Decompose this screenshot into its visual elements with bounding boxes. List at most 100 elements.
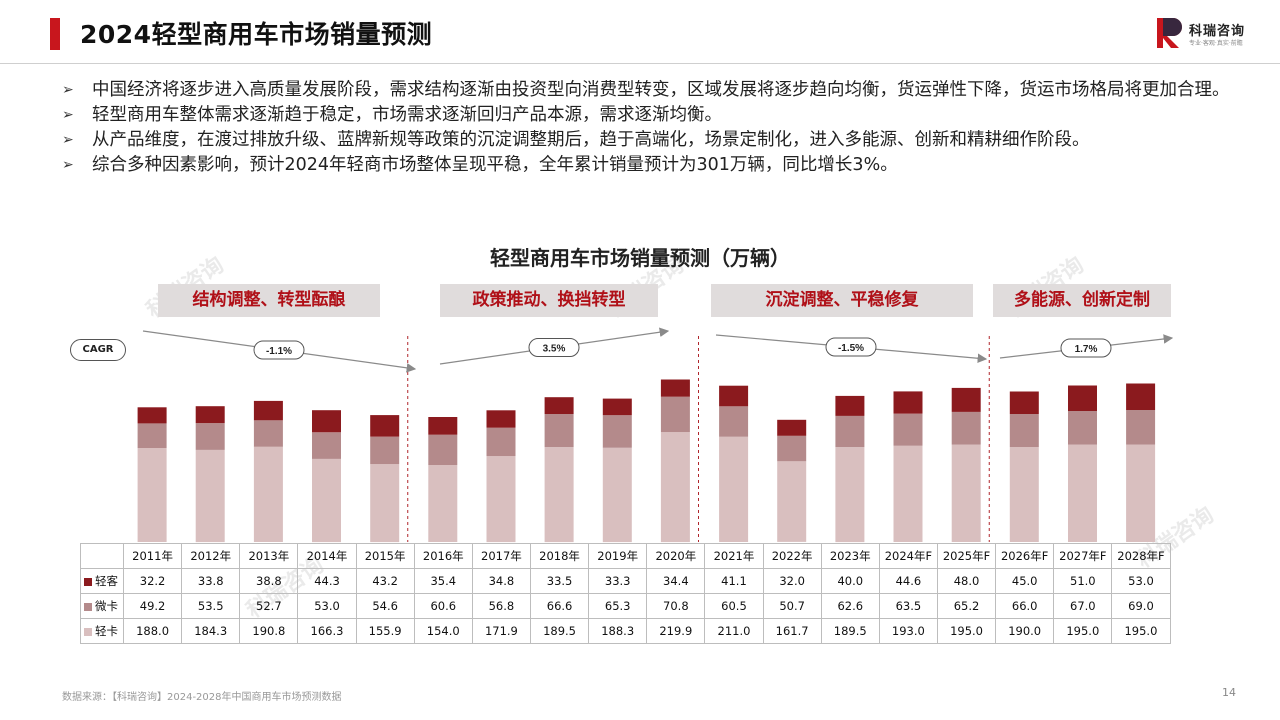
value-cell: 32.0 <box>762 568 822 594</box>
cagr-value-pill <box>1060 338 1112 358</box>
value-cell: 33.3 <box>588 568 648 594</box>
value-cell: 219.9 <box>646 618 706 644</box>
value-cell: 60.6 <box>413 593 473 619</box>
bar-segment-mini-truck <box>1126 410 1156 445</box>
legend-swatch <box>84 628 92 636</box>
bar-segment-light-truck <box>486 456 516 543</box>
value-cell: 56.8 <box>471 593 531 619</box>
bar-segment-light-bus <box>137 407 167 424</box>
value-cell: 166.3 <box>297 618 357 644</box>
value-cell: 34.4 <box>646 568 706 594</box>
value-cell: 155.9 <box>355 618 415 644</box>
bar-segment-mini-truck <box>719 406 749 437</box>
year-header-cell: 2022年 <box>762 543 822 569</box>
year-header-cell: 2021年 <box>704 543 764 569</box>
year-header-cell: 2026年F <box>995 543 1055 569</box>
value-cell: 154.0 <box>413 618 473 644</box>
bullet-list: ➢ 中国经济将逐步进入高质量发展阶段，需求结构逐渐由投资型向消费型转变，区域发展将… <box>62 78 1232 178</box>
table-header-row: 2011年 2012年 2013年 2014年 2015年 2016年 2017年 2018年… <box>80 543 1171 569</box>
bar-segment-mini-truck <box>486 427 516 457</box>
bar-segment-mini-truck <box>544 413 574 448</box>
value-cell: 40.0 <box>820 568 880 594</box>
value-cell: 41.1 <box>704 568 764 594</box>
value-cell: 38.8 <box>239 568 299 594</box>
year-header-cell: 2023年 <box>820 543 880 569</box>
arrow-bullet-icon: ➢ <box>62 82 74 98</box>
bar-segment-light-truck <box>660 432 690 543</box>
phase-label: 沉淀调整、平稳修复 <box>711 284 973 317</box>
bar-segment-light-bus <box>893 391 923 414</box>
bar-segment-light-bus <box>195 406 225 424</box>
bar-segment-mini-truck <box>253 420 283 447</box>
bullet-item: ➢ 中国经济将逐步进入高质量发展阶段，需求结构逐渐由投资型向消费型转变，区域发展将… <box>62 78 1232 103</box>
bar-segment-mini-truck <box>602 415 632 448</box>
value-cell: 161.7 <box>762 618 822 644</box>
cagr-value-pill <box>528 338 580 357</box>
bullet-item: ➢ 轻型商用车整体需求逐渐趋于稳定，市场需求逐渐回归产品本源，需求逐渐均衡。 <box>62 103 1232 128</box>
cagr-tag: CAGR <box>70 339 126 361</box>
value-cell: 43.2 <box>355 568 415 594</box>
value-cell: 190.8 <box>239 618 299 644</box>
table-row: 轻卡 188.0 184.3 190.8 166.3 155.9 154.0 171.9 189… <box>80 618 1171 644</box>
bar-segment-light-truck <box>951 444 981 542</box>
page-title: 2024轻型商用车市场销量预测 <box>80 20 433 49</box>
table-corner-cell <box>80 543 124 569</box>
value-cell: 60.5 <box>704 593 764 619</box>
bar-segment-mini-truck <box>1009 414 1039 447</box>
bar-segment-light-bus <box>660 379 690 397</box>
value-cell: 54.6 <box>355 593 415 619</box>
cagr-value-pill <box>253 340 305 360</box>
bar-segment-light-truck <box>544 447 574 543</box>
value-cell: 70.8 <box>646 593 706 619</box>
bar-segment-light-bus <box>835 395 865 416</box>
value-cell: 184.3 <box>181 618 241 644</box>
value-cell: 188.3 <box>588 618 648 644</box>
value-cell: 69.0 <box>1111 593 1171 619</box>
value-cell: 65.3 <box>588 593 648 619</box>
year-header-cell: 2012年 <box>181 543 241 569</box>
value-cell: 171.9 <box>471 618 531 644</box>
phase-label: 多能源、创新定制 <box>993 284 1171 317</box>
table-row: 轻客 32.2 33.8 38.8 44.3 43.2 35.4 34.8 33.5 33.3 34… <box>80 568 1171 594</box>
cagr-value-pill <box>825 337 877 357</box>
value-cell: 189.5 <box>820 618 880 644</box>
bar-segment-light-truck <box>195 449 225 543</box>
value-cell: 53.0 <box>1111 568 1171 594</box>
value-cell: 211.0 <box>704 618 764 644</box>
logo-tagline: 专业·客观·真实·前瞻 <box>1189 40 1243 47</box>
logo-name: 科瑞咨询 <box>1189 24 1246 39</box>
bar-segment-light-bus <box>486 410 516 428</box>
bar-segment-mini-truck <box>428 434 458 465</box>
legend-swatch <box>84 603 92 611</box>
year-header-cell: 2014年 <box>297 543 357 569</box>
company-logo: 科瑞咨询 专业·客观·真实·前瞻 <box>1155 16 1265 56</box>
value-cell: 34.8 <box>471 568 531 594</box>
legend-label: 微卡 <box>95 599 118 613</box>
bar-segment-light-truck <box>137 448 167 542</box>
year-header-cell: 2019年 <box>588 543 648 569</box>
bullet-item: ➢ 从产品维度，在渡过排放升级、蓝牌新规等政策的沉淀调整期后，趋于高端化，场景定制… <box>62 128 1232 153</box>
bar-segment-light-bus <box>1068 385 1097 411</box>
value-cell: 66.0 <box>995 593 1055 619</box>
cagr-value: -1.1% <box>266 346 292 357</box>
year-header-cell: 2018年 <box>529 543 590 569</box>
value-cell: 48.0 <box>936 568 997 594</box>
title-accent-bar <box>50 18 60 50</box>
year-header-cell: 2011年 <box>122 543 183 569</box>
value-cell: 188.0 <box>122 618 183 644</box>
value-cell: 44.6 <box>878 568 938 594</box>
table-row: 微卡 49.2 53.5 52.7 53.0 54.6 60.6 56.8 66.6 65.3 70… <box>80 593 1171 619</box>
bar-segment-light-truck <box>719 436 749 542</box>
arrow-bullet-icon: ➢ <box>62 132 74 148</box>
bar-segment-mini-truck <box>370 436 400 465</box>
bar-segment-light-truck <box>428 465 458 542</box>
phase-label: 结构调整、转型酝酿 <box>158 284 380 317</box>
bar-segment-light-bus <box>544 397 574 414</box>
bar-segment-mini-truck <box>835 415 865 448</box>
bar-segment-light-bus <box>1126 383 1156 410</box>
bar-segment-mini-truck <box>137 423 167 448</box>
bar-segment-light-truck <box>312 458 341 543</box>
legend-swatch <box>84 578 92 586</box>
cagr-value: 1.7% <box>1075 344 1098 355</box>
value-cell: 195.0 <box>1111 618 1171 644</box>
